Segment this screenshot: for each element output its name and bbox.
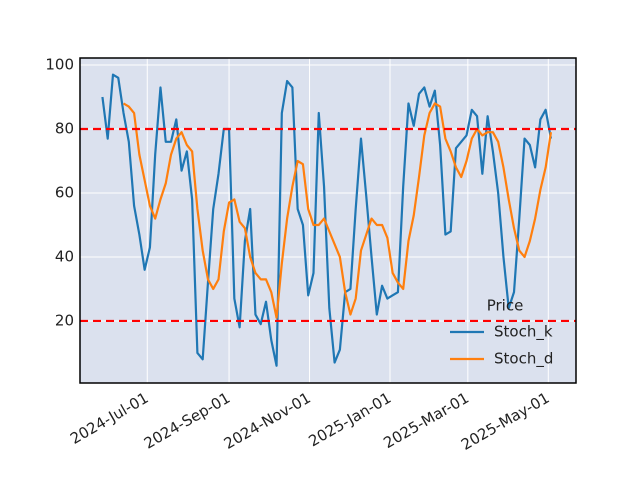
x-tick-label: 2025-Jan-01	[306, 389, 395, 451]
x-tick-label: 2024-Jul-01	[67, 389, 151, 448]
plot-frame	[79, 57, 577, 384]
legend-label: Stoch_k	[494, 323, 553, 342]
x-tick-label: 2024-Sep-01	[141, 389, 233, 453]
legend-label: Stoch_d	[494, 350, 553, 369]
y-tick-label: 80	[55, 120, 74, 138]
legend-title: Price	[487, 297, 524, 315]
x-tick-label: 2025-Mar-01	[380, 389, 472, 452]
x-tick-label: 2025-May-01	[458, 389, 553, 454]
data-line	[122, 102, 553, 319]
y-tick-label: 100	[45, 56, 74, 74]
y-tick-label: 60	[55, 183, 74, 201]
y-tick-label: 40	[55, 247, 74, 265]
y-tick-label: 20	[55, 311, 74, 329]
x-tick-label: 2024-Nov-01	[221, 389, 314, 453]
